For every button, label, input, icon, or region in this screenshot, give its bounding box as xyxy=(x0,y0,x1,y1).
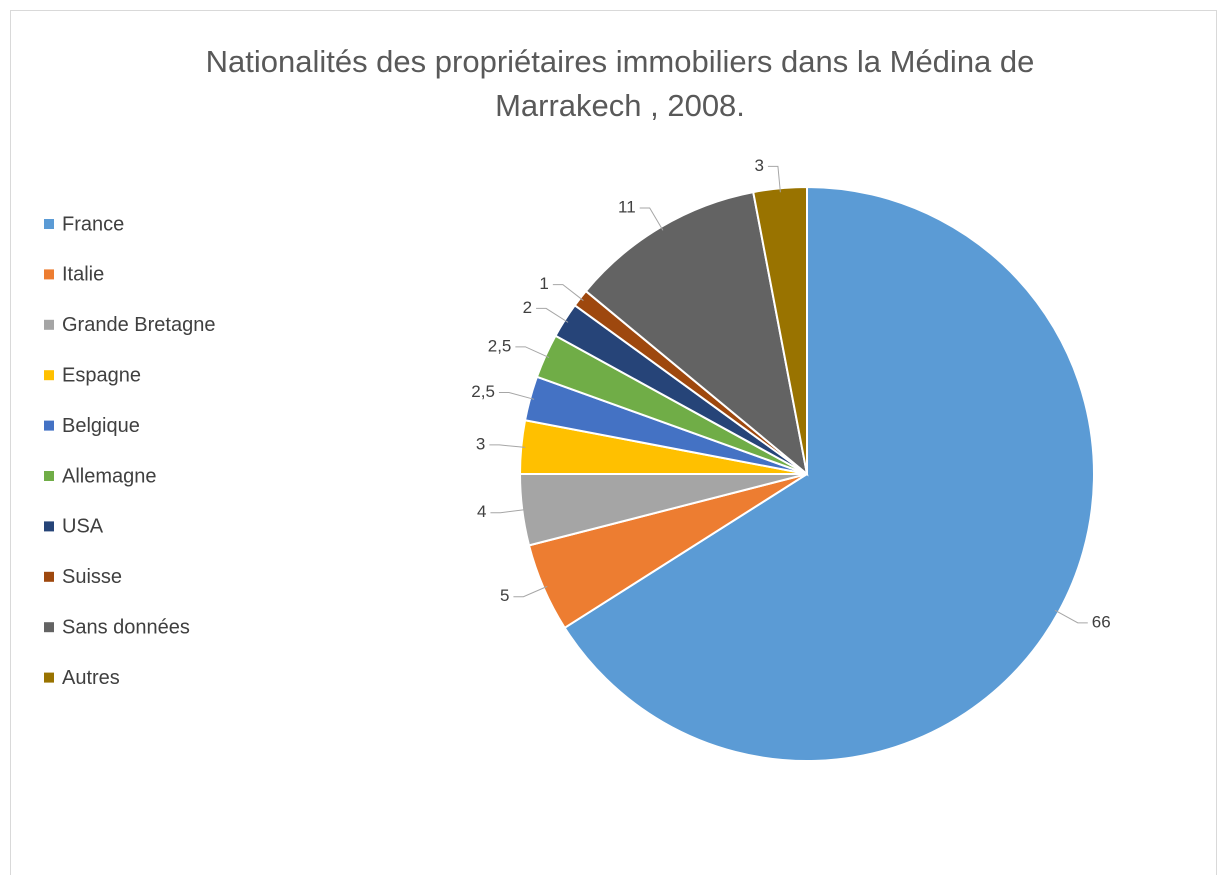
legend-label: Suisse xyxy=(62,566,122,588)
legend-label: France xyxy=(62,213,124,235)
leader-line xyxy=(639,207,664,231)
legend-swatch xyxy=(44,622,54,633)
data-label: 3 xyxy=(476,434,485,453)
leader-line xyxy=(489,444,526,448)
legend-swatch xyxy=(44,521,54,532)
legend-label: Espagne xyxy=(62,364,141,386)
data-label: 3 xyxy=(754,156,763,175)
legend-swatch xyxy=(44,319,54,330)
legend-label: Allemagne xyxy=(62,465,157,487)
data-label: 2 xyxy=(523,298,532,317)
leader-line xyxy=(536,307,569,323)
legend-label: Italie xyxy=(62,264,104,286)
legend-label: Sans données xyxy=(62,616,190,638)
leader-line xyxy=(515,346,550,358)
legend-swatch xyxy=(44,370,54,381)
legend-swatch xyxy=(44,471,54,481)
data-label: 2,5 xyxy=(471,382,495,401)
legend-label: Grande Bretagne xyxy=(62,314,215,336)
legend-swatch xyxy=(44,571,54,582)
chart-border xyxy=(10,10,1217,875)
leader-line xyxy=(1054,609,1088,624)
data-label: 1 xyxy=(539,274,548,293)
legend-swatch xyxy=(44,269,54,280)
data-label: 66 xyxy=(1092,612,1111,631)
legend-label: Autres xyxy=(62,667,120,689)
data-label: 5 xyxy=(500,586,509,605)
legend: France Italie Grande Bretagne Espagne Belgiq… xyxy=(44,213,215,689)
data-label: 11 xyxy=(618,198,636,217)
legend-swatch xyxy=(44,672,54,683)
leader-line xyxy=(490,508,527,514)
leader-line xyxy=(513,585,548,598)
data-label: 4 xyxy=(477,502,486,521)
legend-swatch xyxy=(44,420,54,431)
legend-label: USA xyxy=(62,516,104,538)
leader-line xyxy=(498,391,535,400)
legend-swatch xyxy=(44,219,54,229)
legend-label: Belgique xyxy=(62,415,140,437)
leader-line xyxy=(767,165,781,193)
data-label: 2,5 xyxy=(488,336,512,355)
chart-title: Nationalités des propriétaires immobilie… xyxy=(205,44,1035,123)
leader-line xyxy=(552,284,584,301)
